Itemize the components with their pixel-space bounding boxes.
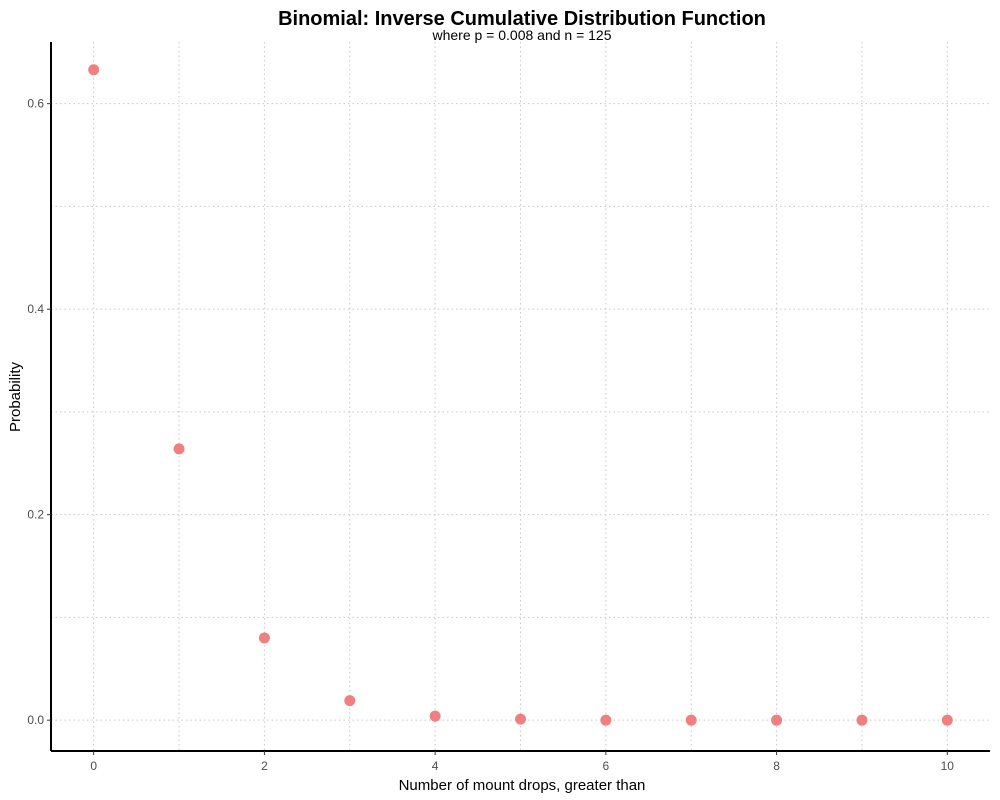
data-point bbox=[429, 710, 441, 722]
axes-layer bbox=[50, 42, 990, 752]
data-point bbox=[258, 632, 270, 644]
chart-title: Binomial: Inverse Cumulative Distributio… bbox=[278, 8, 766, 30]
data-point bbox=[941, 714, 953, 726]
y-axis-title: Probability bbox=[7, 361, 24, 432]
y-tick-label: 0.2 bbox=[27, 508, 44, 522]
data-point bbox=[856, 714, 868, 726]
x-tick-label: 8 bbox=[773, 759, 780, 773]
x-tick-label: 2 bbox=[261, 759, 268, 773]
chart-subtitle: where p = 0.008 and n = 125 bbox=[431, 27, 611, 43]
x-tick-label: 10 bbox=[941, 759, 955, 773]
data-point bbox=[771, 714, 783, 726]
ticks-layer: 0 2 4 6 8 10 0.0 0.2 0.4 0.6 bbox=[27, 97, 954, 773]
x-tick-label: 4 bbox=[432, 759, 439, 773]
data-point bbox=[88, 64, 100, 76]
data-point bbox=[344, 695, 356, 707]
x-tick-label: 6 bbox=[603, 759, 610, 773]
points-layer bbox=[88, 64, 953, 726]
y-tick-label: 0.4 bbox=[27, 302, 44, 316]
x-tick-label: 0 bbox=[90, 759, 97, 773]
data-point bbox=[685, 714, 697, 726]
data-point bbox=[515, 713, 526, 725]
data-point bbox=[173, 443, 185, 455]
data-point bbox=[600, 714, 612, 726]
y-tick-label: 0.0 bbox=[27, 713, 44, 727]
x-axis-title: Number of mount drops, greater than bbox=[399, 777, 646, 794]
y-tick-label: 0.6 bbox=[27, 97, 44, 111]
